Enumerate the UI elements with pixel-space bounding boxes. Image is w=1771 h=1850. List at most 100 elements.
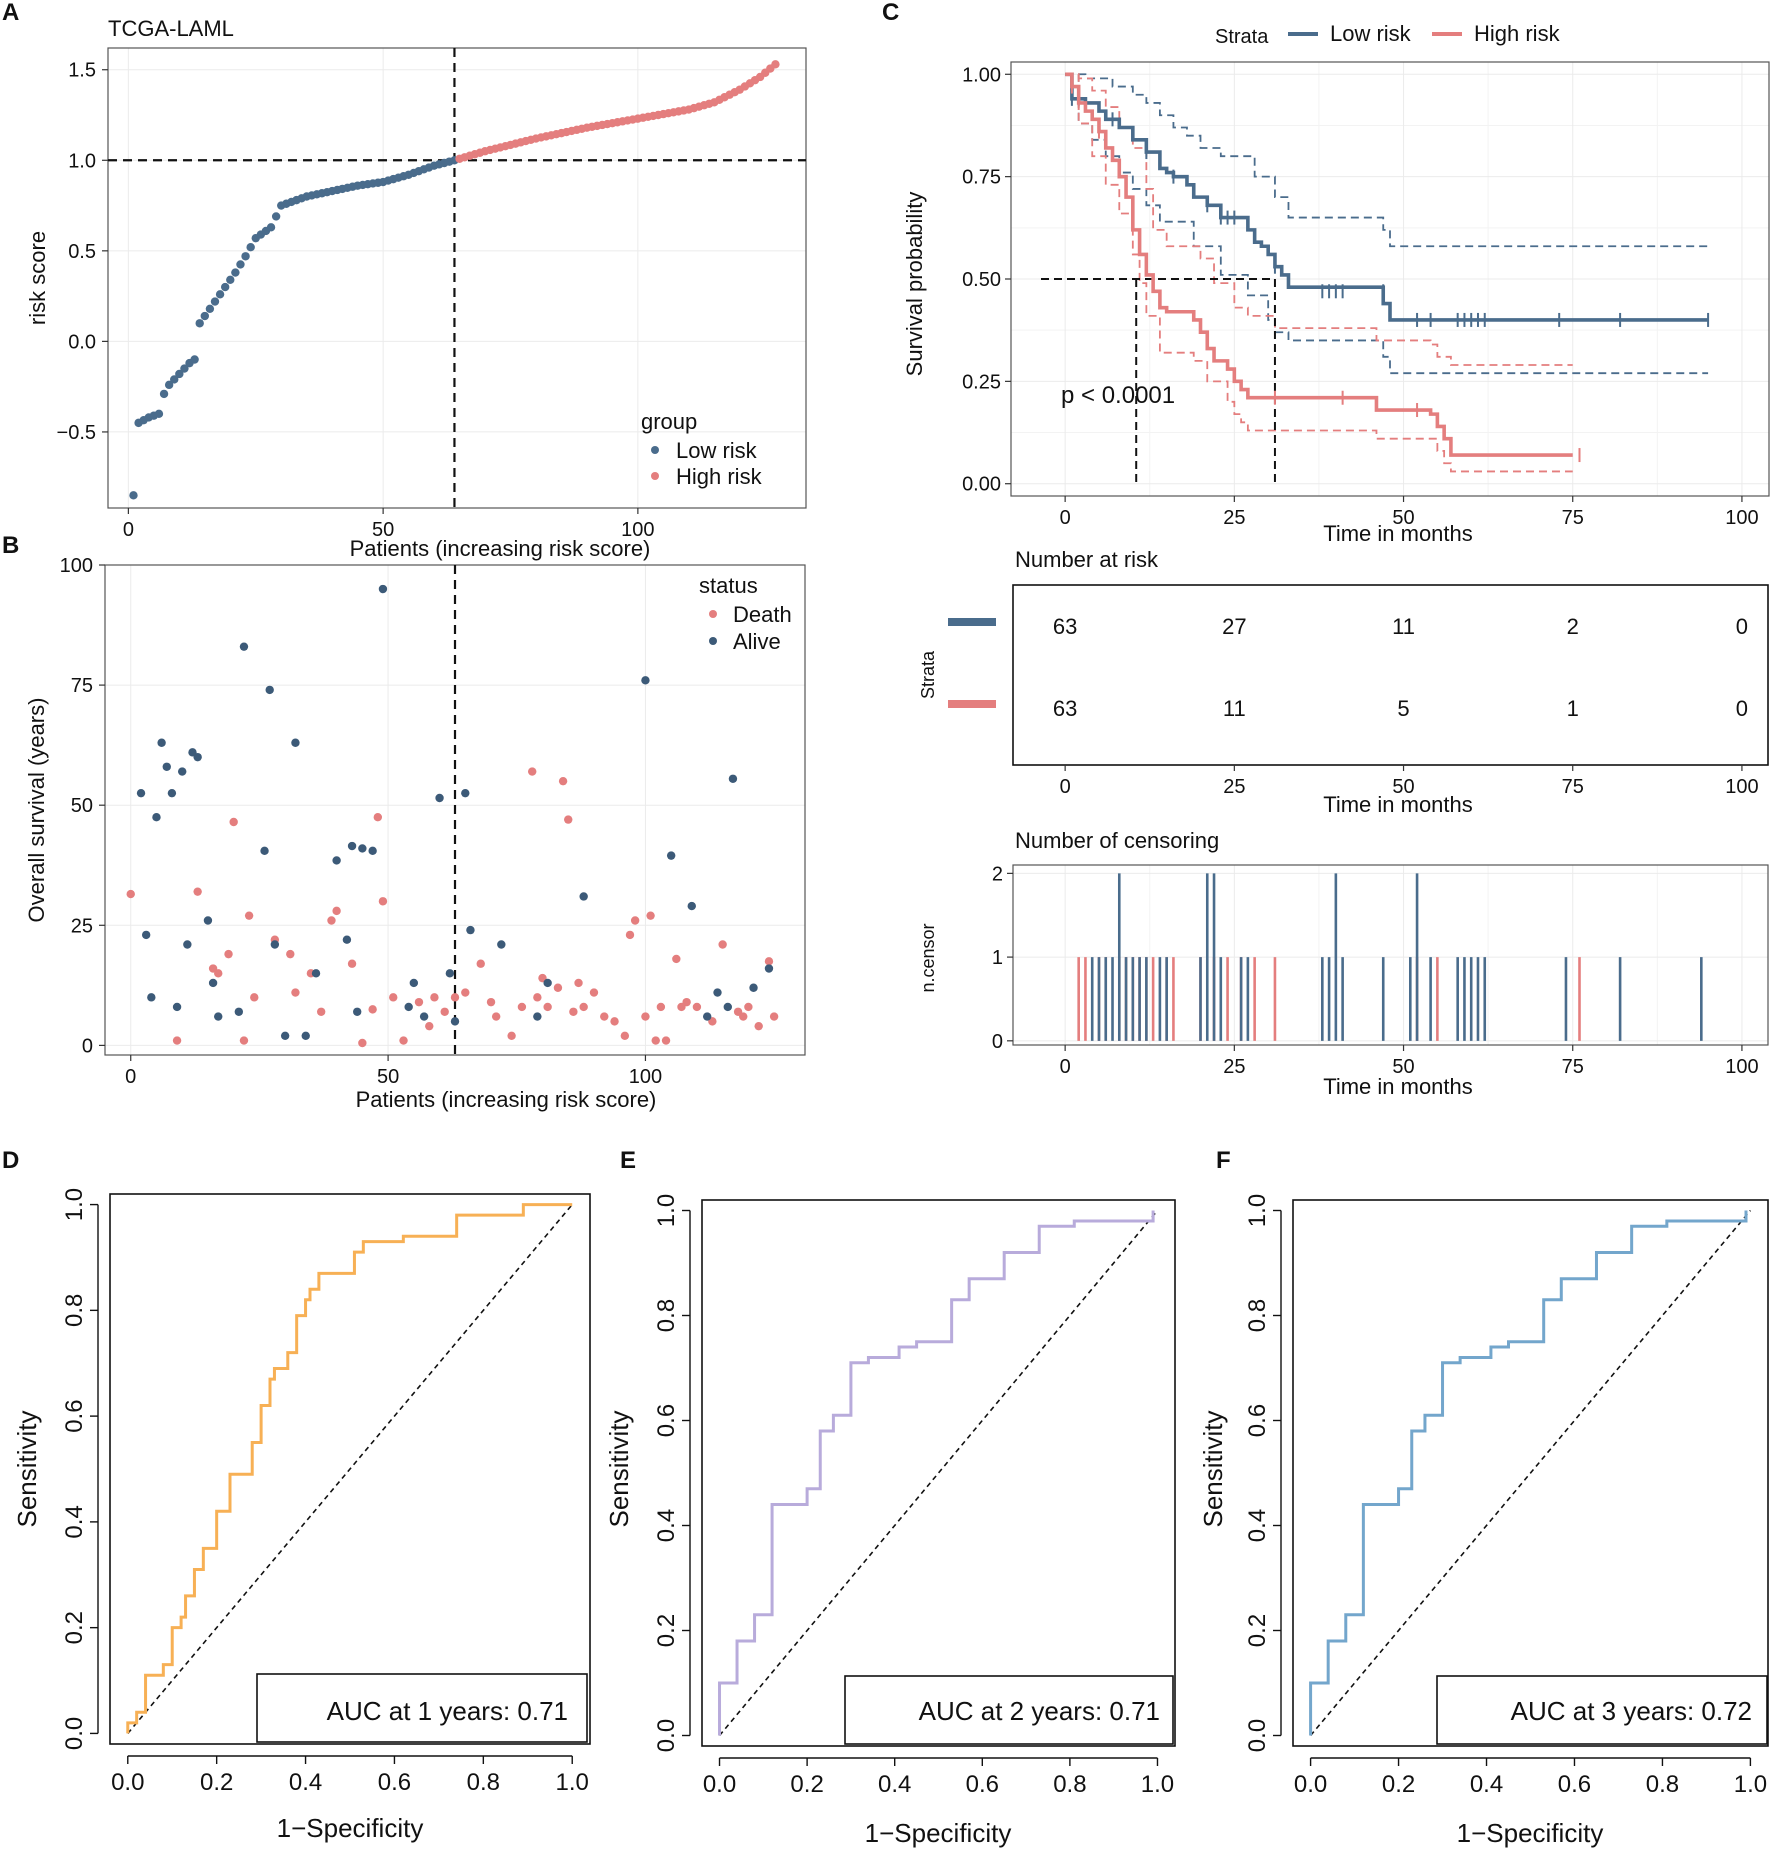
panel-b-xtick-label: 50 <box>377 1066 399 1088</box>
panel-a-point-low-risk <box>241 252 250 261</box>
panel-d-xtick-label: 0.8 <box>467 1769 500 1796</box>
panel-a-point-low-risk <box>170 375 179 384</box>
panel-b-point-alive <box>178 767 187 776</box>
panel-b-point-alive <box>270 940 280 949</box>
panel-c-km-ytick-label: 0.75 <box>962 167 1001 189</box>
panel-e-ytick-label: 0.0 <box>653 1719 680 1752</box>
panel-c-censor-ylabel: n.censor <box>918 923 938 992</box>
panel-b-point-death <box>224 949 233 959</box>
panel-b-point-alive <box>378 584 388 594</box>
panel-b-point-death <box>517 1002 527 1012</box>
panel-f-auc-box <box>1436 1675 1768 1745</box>
panel-c-km-ytick-label: 1.00 <box>962 64 1001 86</box>
panel-b-point-death <box>358 1038 367 1048</box>
panel-c-censor-title: Number of censoring <box>1015 828 1219 853</box>
panel-e-frame <box>701 1199 1176 1747</box>
panel-c-risk-value-high: 63 <box>1053 696 1077 721</box>
panel-d-xtick-label: 0.6 <box>378 1769 411 1796</box>
panel-c-risk-xtick-label: 50 <box>1392 776 1414 798</box>
panel-f-ytick-label: 1.0 <box>1244 1194 1271 1227</box>
panel-c-km-xtick-label: 50 <box>1392 507 1414 529</box>
panel-b-point-death <box>126 889 135 899</box>
panel-b-point-alive <box>497 940 506 949</box>
panel-c-risk-value-high: 11 <box>1223 696 1246 721</box>
panel-b-point-alive <box>203 916 213 925</box>
panel-c-risk-title: Number at risk <box>1015 547 1159 572</box>
panel-b-point-death <box>528 767 537 776</box>
panel-c-risk-frame <box>1012 584 1769 766</box>
panel-b-xtick-label: 100 <box>629 1066 662 1088</box>
panel-a-point-low-risk <box>271 212 281 221</box>
panel-c-censor-xtick-label: 100 <box>1725 1056 1758 1078</box>
panel-c-pvalue: p < 0.0001 <box>1061 382 1175 409</box>
panel-e-ytick-label: 1.0 <box>653 1194 680 1227</box>
panel-d-xtick-label: 0.2 <box>200 1769 233 1796</box>
panel-c-risk-xlabel: Time in months <box>1323 792 1473 817</box>
panel-f-ytick-label: 0.2 <box>1244 1614 1271 1647</box>
panel-b-point-alive <box>368 846 377 856</box>
panel-b-point-alive <box>404 1002 413 1012</box>
panel-b-point-alive <box>749 983 758 992</box>
panel-b-point-death <box>589 988 599 997</box>
panel-b-point-alive <box>239 642 249 651</box>
panel-c-km-ytick-label: 0.50 <box>962 269 1001 291</box>
panel-b-point-alive <box>461 788 470 798</box>
panel-b-point-alive <box>141 930 151 940</box>
panel-b-point-death <box>491 1012 501 1021</box>
panel-c-km-curve-low <box>1065 72 1709 322</box>
panel-c-censor-xtick-label: 75 <box>1562 1056 1584 1078</box>
panel-c-km-ytick-label: 0.25 <box>962 371 1001 393</box>
panel-f-letter: F <box>1216 1147 1231 1174</box>
panel-b-point-death <box>692 1002 702 1012</box>
panel-f-ytick-label: 0.6 <box>1244 1404 1271 1437</box>
panel-d-ytick-label: 1.0 <box>61 1188 88 1221</box>
panel-a-letter: A <box>2 0 19 26</box>
panel-f-xtick-label: 0.2 <box>1382 1771 1415 1798</box>
panel-a-legend-high-label: High risk <box>676 464 763 489</box>
panel-a-point-high-risk <box>771 60 780 69</box>
panel-d-ytick-label: 0.4 <box>61 1505 88 1538</box>
panel-a-point-low-risk <box>164 380 174 390</box>
panel-b-point-death <box>327 916 336 925</box>
panel-b-point-death <box>533 993 542 1002</box>
panel-f-xtick-label: 0.8 <box>1646 1771 1679 1798</box>
panel-b-point-alive <box>358 844 367 853</box>
panel-e-ytick-label: 0.8 <box>653 1299 680 1332</box>
panel-a-legend: group Low risk High risk <box>641 409 763 489</box>
panel-b-ytick-label: 75 <box>71 675 93 697</box>
panel-d-ytick-label: 0.8 <box>61 1294 88 1327</box>
panel-f-ytick-label: 0.4 <box>1244 1509 1271 1542</box>
panel-e-xtick-label: 0.4 <box>878 1771 911 1798</box>
panel-a-ylabel: risk score <box>25 231 50 325</box>
panel-b-point-death <box>620 1031 630 1040</box>
panel-e-roc-curve <box>718 1210 1155 1736</box>
panel-d-ytick-label: 0.0 <box>61 1717 88 1750</box>
panel-b-point-death <box>764 957 774 966</box>
panel-b-point-death <box>625 930 635 940</box>
panel-b-point-alive <box>301 1031 310 1040</box>
panel-b-point-death <box>430 993 439 1002</box>
panel-a-legend-low-label: Low risk <box>676 438 758 463</box>
panel-c-risk-ylabel: Strata <box>918 650 938 699</box>
panel-c-censor-ytick-label: 0 <box>992 1031 1003 1053</box>
panel-b-point-death <box>316 1007 326 1016</box>
panel-b-point-alive <box>172 1002 182 1012</box>
panel-a-point-low-risk <box>190 355 199 364</box>
panel-b-point-death <box>739 1012 748 1021</box>
panel-d-xtick-label: 0.4 <box>289 1769 322 1796</box>
panel-a-point-low-risk <box>215 290 225 299</box>
panel-a-legend-title: group <box>641 409 697 434</box>
panel-b-point-alive <box>713 988 722 997</box>
panel-c-risk-value-high: 5 <box>1397 696 1409 721</box>
panel-c-km-ylabel: Survival probability <box>902 192 927 377</box>
panel-b-point-death <box>414 997 424 1007</box>
panel-a-point-low-risk <box>200 311 210 321</box>
panel-c-km-ci-lower-low <box>1065 73 1709 375</box>
panel-a-point-low-risk <box>195 319 204 328</box>
panel-c-km-ci-upper-high <box>1065 73 1573 366</box>
panel-d-auc-box <box>256 1673 588 1743</box>
panel-f-frame <box>1292 1199 1769 1747</box>
panel-b-point-death <box>291 988 300 997</box>
panel-e-ytick-label: 0.6 <box>653 1404 680 1437</box>
